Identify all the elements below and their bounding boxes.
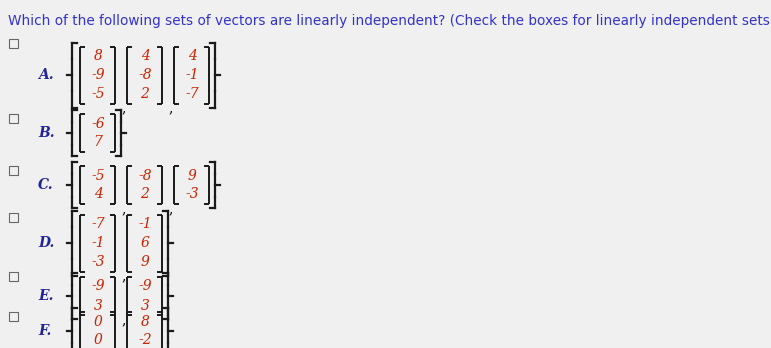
Text: 4: 4 <box>187 49 197 63</box>
Text: -7: -7 <box>185 87 199 101</box>
Text: 0: 0 <box>93 315 103 329</box>
Text: -9: -9 <box>91 279 105 293</box>
Text: -9: -9 <box>91 68 105 82</box>
Text: 8: 8 <box>93 49 103 63</box>
Text: F.: F. <box>38 324 52 338</box>
Text: -3: -3 <box>185 188 199 201</box>
Text: 2: 2 <box>140 188 150 201</box>
Text: -5: -5 <box>91 87 105 101</box>
Text: -1: -1 <box>185 68 199 82</box>
Text: 6: 6 <box>140 236 150 250</box>
Text: A.: A. <box>38 68 54 82</box>
Text: ,: , <box>168 202 173 216</box>
Text: -9: -9 <box>138 279 152 293</box>
Text: Which of the following sets of vectors are linearly independent? (Check the boxe: Which of the following sets of vectors a… <box>8 14 771 28</box>
Text: 8: 8 <box>140 315 150 329</box>
Text: ,: , <box>121 313 126 327</box>
Bar <box>8 166 18 174</box>
Text: -1: -1 <box>138 217 152 231</box>
Text: B.: B. <box>38 126 55 140</box>
Text: ,: , <box>121 102 126 116</box>
Bar <box>8 311 18 321</box>
Text: -7: -7 <box>91 217 105 231</box>
Text: -6: -6 <box>91 117 105 130</box>
Bar <box>8 39 18 47</box>
Text: 4: 4 <box>140 49 150 63</box>
Bar <box>8 271 18 280</box>
Text: E.: E. <box>38 289 53 303</box>
Text: 7: 7 <box>93 135 103 150</box>
Text: 3: 3 <box>93 299 103 313</box>
Bar <box>8 213 18 221</box>
Text: -1: -1 <box>91 236 105 250</box>
Text: ,: , <box>121 269 126 284</box>
Text: 9: 9 <box>187 168 197 182</box>
Text: -8: -8 <box>138 68 152 82</box>
Text: -3: -3 <box>91 255 105 269</box>
Text: 3: 3 <box>140 299 150 313</box>
Text: C.: C. <box>38 178 54 192</box>
Text: ,: , <box>168 102 173 116</box>
Text: -8: -8 <box>138 168 152 182</box>
Text: 9: 9 <box>140 255 150 269</box>
Text: D.: D. <box>38 236 55 250</box>
Text: 0: 0 <box>93 333 103 348</box>
Bar <box>8 113 18 122</box>
Text: -2: -2 <box>138 333 152 348</box>
Text: 4: 4 <box>93 188 103 201</box>
Text: -5: -5 <box>91 168 105 182</box>
Text: ,: , <box>121 202 126 216</box>
Text: 2: 2 <box>140 87 150 101</box>
